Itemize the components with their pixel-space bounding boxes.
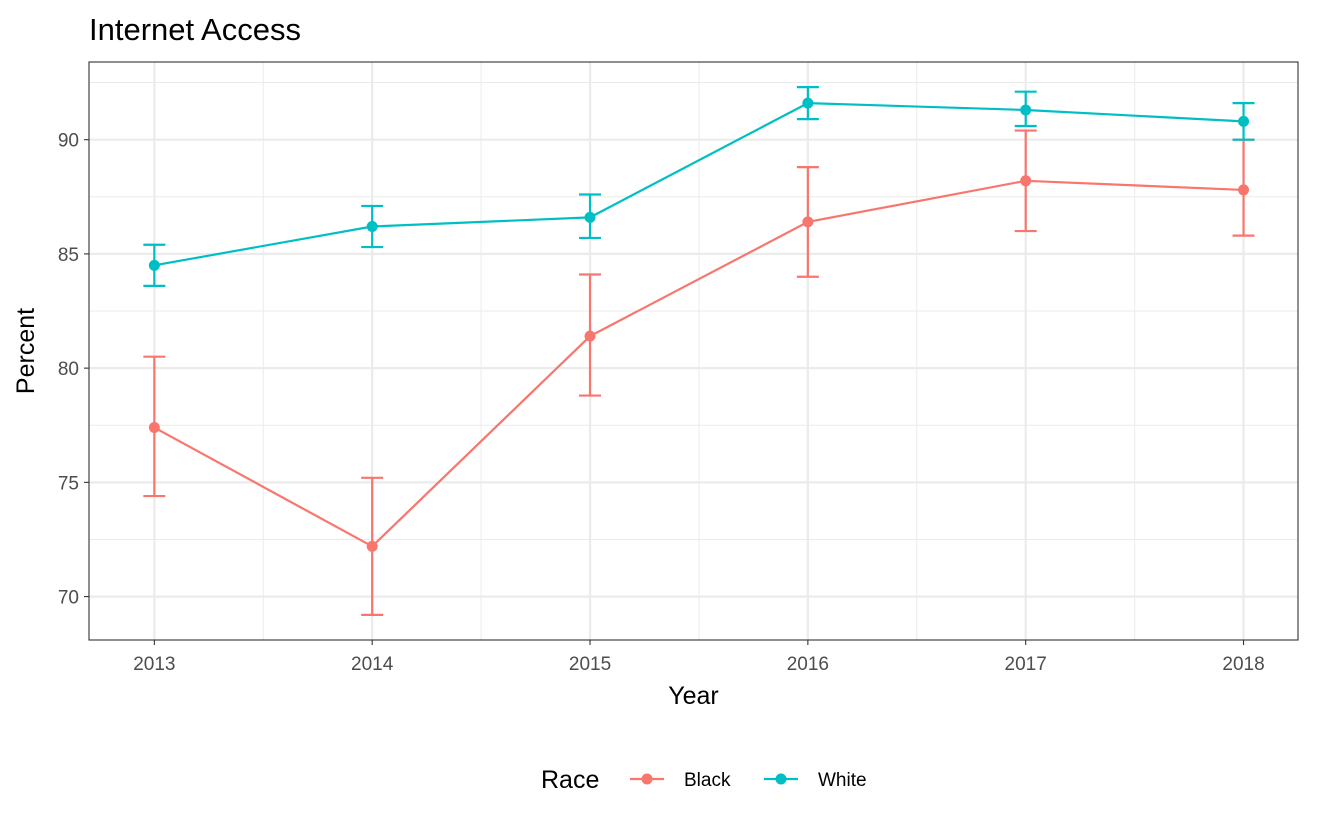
series-layer: [143, 86, 1255, 616]
y-axis-title: Percent: [12, 308, 40, 394]
x-axis-title: Year: [668, 682, 719, 710]
plot-border: [88, 61, 1299, 641]
data-point: [1020, 175, 1032, 187]
legend-item-white: White: [764, 770, 867, 791]
chart-title: Internet Access: [89, 12, 301, 47]
x-axis: 2013 2014 2015 2016 2017 2018: [133, 640, 1265, 675]
data-point: [366, 540, 378, 552]
data-point: [802, 216, 814, 228]
y-tick-label: 75: [58, 473, 79, 494]
grid-minor: [89, 62, 1298, 640]
plot-panel: [89, 62, 1298, 640]
data-point: [802, 97, 814, 109]
x-tick-label: 2017: [1005, 654, 1047, 675]
legend-key-point: [775, 773, 787, 785]
y-tick-label: 70: [58, 588, 79, 609]
data-point: [366, 220, 378, 232]
x-tick-label: 2018: [1222, 654, 1264, 675]
legend-item-black: Black: [630, 770, 731, 791]
y-axis: 70 75 80 85 90: [58, 131, 89, 609]
data-point: [1238, 115, 1250, 127]
data-point: [1238, 184, 1250, 196]
data-point: [1020, 104, 1032, 116]
legend-key-point: [641, 773, 653, 785]
data-point: [148, 422, 160, 434]
legend-title: Race: [541, 766, 599, 794]
data-point: [148, 259, 160, 271]
y-tick-label: 80: [58, 359, 79, 380]
data-point: [584, 330, 596, 342]
legend-label: White: [818, 770, 867, 791]
x-tick-label: 2013: [133, 654, 175, 675]
legend-label: Black: [684, 770, 731, 791]
series-line: [154, 102, 1244, 267]
data-point: [584, 211, 596, 223]
y-tick-label: 90: [58, 131, 79, 152]
x-tick-label: 2015: [569, 654, 611, 675]
y-tick-label: 85: [58, 245, 79, 266]
series-line: [153, 179, 1244, 548]
legend: Race Black White: [541, 766, 867, 794]
series-white: [143, 86, 1255, 287]
x-tick-label: 2014: [351, 654, 394, 675]
x-tick-label: 2016: [787, 654, 829, 675]
